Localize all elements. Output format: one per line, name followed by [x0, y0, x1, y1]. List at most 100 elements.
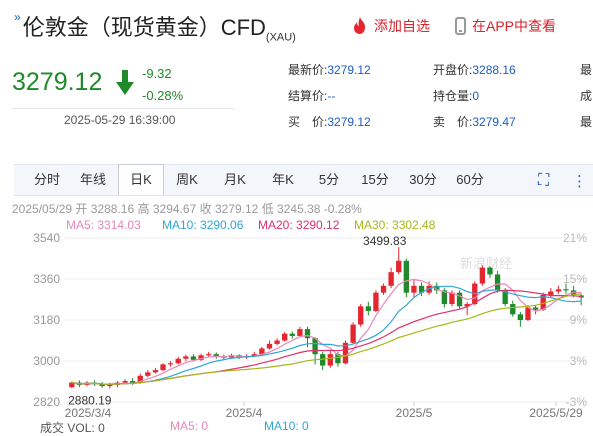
divider	[12, 108, 235, 109]
candle-body	[517, 314, 524, 320]
tab-15min[interactable]: 15分	[361, 172, 389, 187]
ma30-legend: MA30: 3302.48	[354, 218, 436, 232]
field-ask: 卖 价:3279.47	[433, 115, 516, 129]
ohlc-info: 2025/05/29 开 3288.16 高 3294.67 收 3279.12…	[12, 202, 362, 216]
y-tick-label: 3540	[33, 231, 60, 245]
instrument-name: 伦敦金（现货黄金）CFD	[22, 15, 266, 40]
tab-30min[interactable]: 30分	[409, 172, 437, 187]
field-open-interest: 持仓量:0	[433, 89, 480, 103]
candle-body	[312, 338, 318, 355]
candle-body	[335, 354, 341, 364]
tab-60min[interactable]: 60分	[456, 172, 484, 187]
x-tick-label: 2025/5	[396, 406, 433, 418]
double-chevron-icon: »	[14, 10, 21, 24]
view-in-app-button[interactable]: 在APP中查看	[455, 16, 556, 36]
tab-daily-k[interactable]: 日K	[118, 164, 164, 195]
ma30-line	[71, 293, 582, 385]
candle-body	[548, 291, 554, 295]
candle-body	[365, 306, 371, 311]
field-low: 最	[580, 115, 593, 129]
candle-body	[259, 348, 265, 355]
candle-body	[251, 354, 257, 356]
ma5-legend: MA5: 3314.03	[66, 218, 141, 232]
candle-body	[175, 358, 181, 364]
x-tick-label: 2025/4	[226, 406, 263, 418]
x-tick-label: 2025/5/29	[529, 406, 583, 418]
candle-body	[213, 354, 219, 357]
ma5-line	[71, 278, 582, 386]
phone-icon	[455, 17, 466, 35]
candle-body	[411, 285, 417, 293]
field-latest: 最新价:3279.12	[288, 63, 371, 77]
last-price: 3279.12	[12, 68, 103, 96]
y-pct-tick-label: -3%	[566, 395, 588, 409]
candle-body	[456, 292, 463, 307]
candle-body	[266, 343, 273, 349]
candle-body	[107, 384, 113, 387]
field-volume: 成	[580, 89, 593, 103]
ma10-legend: MA10: 3290.06	[162, 218, 244, 232]
down-arrow-icon	[116, 70, 134, 95]
tab-year-line[interactable]: 年线	[79, 172, 106, 187]
candle-body	[160, 364, 166, 371]
tab-monthly-k[interactable]: 月K	[224, 172, 246, 187]
candle-body	[418, 285, 425, 293]
candle-body	[137, 375, 143, 383]
candle-body	[350, 324, 356, 343]
candle-body	[464, 304, 470, 307]
x-tick-label: 2025/3/4	[65, 406, 112, 418]
view-in-app-label: 在APP中查看	[472, 18, 557, 34]
add-favorite-button[interactable]: 添加自选	[352, 16, 430, 36]
fullscreen-icon[interactable]: ⛶	[538, 172, 550, 189]
y-pct-tick-label: 9%	[570, 313, 588, 327]
more-vertical-icon[interactable]: ⋮	[572, 173, 587, 190]
field-bid: 买 价:3279.12	[288, 115, 371, 129]
candle-body	[282, 333, 288, 341]
candle-body	[441, 290, 448, 305]
candle-body	[99, 383, 105, 387]
field-settlement: 结算价:--	[288, 89, 336, 103]
y-pct-tick-label: 15%	[563, 272, 587, 286]
candle-body	[167, 363, 174, 365]
period-tabs: 分时 年线 日K 周K 月K 年K 5分 15分 30分 60分 ⛶ ⋮	[14, 164, 593, 196]
candle-body	[274, 340, 280, 344]
candle-body	[198, 355, 204, 360]
candle-body	[525, 307, 531, 320]
page-title: »伦敦金（现货黄金）CFD(XAU)	[14, 10, 296, 43]
candle-body	[122, 381, 128, 383]
tab-intraday[interactable]: 分时	[33, 172, 60, 187]
add-favorite-label: 添加自选	[374, 18, 430, 34]
candle-body	[152, 370, 159, 373]
y-pct-tick-label: 3%	[570, 354, 588, 368]
volume-label: 成交 VOL: 0	[40, 421, 105, 435]
candle-body	[183, 356, 189, 359]
candle-body	[479, 267, 486, 284]
candle-body	[388, 272, 394, 286]
candle-body	[358, 306, 364, 325]
candle-body	[342, 342, 349, 364]
y-tick-label: 3180	[33, 313, 60, 327]
y-tick-label: 3000	[33, 354, 60, 368]
candle-body	[403, 260, 409, 293]
field-open: 开盘价:3288.16	[433, 63, 516, 77]
header: »伦敦金（现货黄金）CFD(XAU) 添加自选 在APP中查看	[0, 0, 593, 52]
volume-ma5: MA5: 0	[170, 419, 209, 433]
candle-body	[129, 381, 136, 383]
candle-body	[494, 274, 501, 291]
field-high: 最	[580, 63, 593, 77]
y-pct-tick-label: 21%	[563, 231, 587, 245]
candle-body	[69, 382, 75, 388]
candle-body	[327, 354, 333, 366]
price-change-percent: -0.28%	[142, 88, 184, 103]
kline-chart[interactable]: 3540 21% 3360 15% 3180 9% 3000 3% 2820 -3% 新浪财经 349…	[0, 228, 593, 418]
candle-body	[502, 290, 508, 305]
candle-body	[190, 356, 197, 360]
candle-body	[487, 267, 493, 275]
candle-body	[449, 292, 455, 305]
candle-body	[555, 289, 562, 292]
candle-body	[563, 289, 569, 291]
tab-5min[interactable]: 5分	[318, 172, 340, 187]
candle-body	[380, 285, 387, 293]
tab-yearly-k[interactable]: 年K	[272, 172, 294, 187]
tab-weekly-k[interactable]: 周K	[176, 172, 198, 187]
